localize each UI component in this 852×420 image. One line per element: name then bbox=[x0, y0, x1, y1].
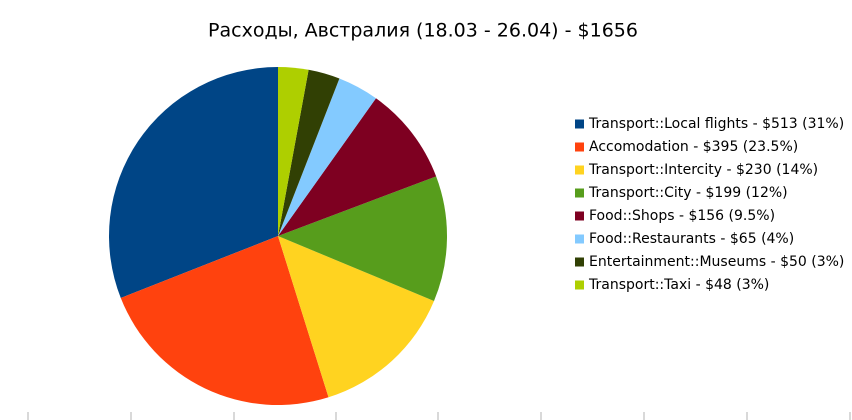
legend-text: Transport::Intercity - $230 (14%) bbox=[588, 162, 818, 178]
legend-swatch bbox=[575, 211, 584, 221]
pie-slice bbox=[278, 69, 340, 236]
pie-slice bbox=[278, 78, 376, 236]
bottom-decoration bbox=[27, 412, 851, 420]
legend-swatch bbox=[575, 280, 584, 290]
pie-slice bbox=[120, 236, 329, 405]
legend-swatch bbox=[575, 165, 584, 175]
pie-slice bbox=[278, 98, 437, 236]
legend-swatch bbox=[575, 119, 584, 129]
pie-slice bbox=[278, 176, 447, 301]
pie-slice bbox=[278, 67, 309, 236]
legend-text: Transport::Local flights - $513 (31%) bbox=[588, 116, 844, 132]
pie-slice bbox=[278, 236, 435, 398]
legend-text: Transport::City - $199 (12%) bbox=[588, 185, 788, 201]
legend-text: Transport::Taxi - $48 (3%) bbox=[588, 277, 769, 293]
legend-text: Food::Shops - $156 (9.5%) bbox=[589, 208, 775, 224]
legend-swatch bbox=[575, 234, 584, 244]
legend-text: Entertainment::Museums - $50 (3%) bbox=[589, 254, 844, 270]
legend-swatch bbox=[575, 188, 584, 198]
chart-title: Расходы, Австралия (18.03 - 26.04) - $16… bbox=[208, 20, 638, 42]
pie-slice bbox=[108, 67, 278, 298]
legend-text: Food::Restaurants - $65 (4%) bbox=[589, 231, 794, 247]
legend-text: Accomodation - $395 (23.5%) bbox=[589, 139, 798, 155]
legend-swatch bbox=[575, 257, 584, 267]
legend-swatch bbox=[575, 142, 584, 152]
